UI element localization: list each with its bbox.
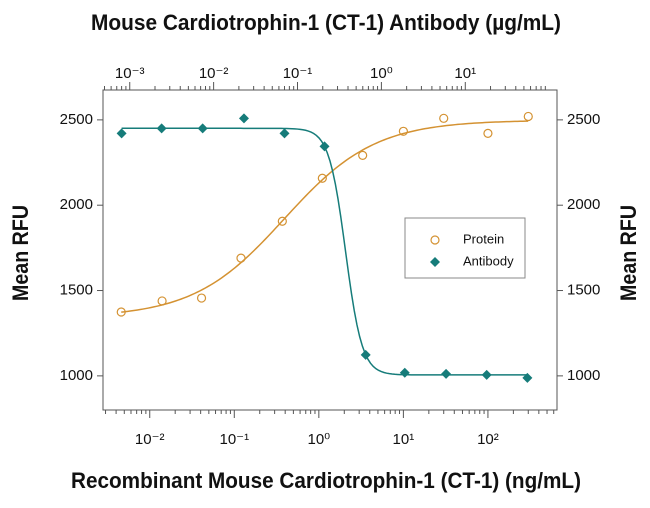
y2-tick-label: 2000 (567, 196, 600, 213)
data-point (441, 368, 452, 379)
data-point (523, 111, 533, 122)
x-axis-title: Recombinant Mouse Cardiotrophin-1 (CT-1)… (71, 468, 581, 493)
data-point (483, 128, 493, 138)
data-point (319, 141, 330, 152)
x2-tick-label: 10⁻¹ (283, 65, 313, 82)
x2-axis-title: Mouse Cardiotrophin-1 (CT-1) Antibody (µ… (91, 10, 561, 35)
y-tick-label: 2500 (60, 111, 93, 128)
data-point (360, 349, 371, 360)
y2-tick-label: 2500 (567, 111, 600, 128)
data-point (317, 173, 327, 183)
x2-tick-label: 10⁻³ (115, 65, 145, 82)
x-tick-label: 10¹ (393, 431, 415, 448)
legend-label: Antibody (463, 253, 514, 268)
data-point (116, 128, 127, 139)
x-tick-label: 10⁻¹ (219, 431, 249, 448)
x-tick-label: 10⁻² (135, 431, 165, 448)
data-point (358, 150, 368, 160)
x2-tick-label: 10⁰ (370, 65, 393, 82)
data-point (279, 128, 290, 139)
y2-tick-label: 1500 (567, 282, 600, 299)
y-axis-title: Mean RFU (8, 205, 33, 301)
data-point (522, 372, 533, 383)
legend-label: Protein (463, 231, 504, 246)
data-point (439, 113, 449, 123)
data-point (481, 369, 492, 380)
data-point (116, 307, 126, 317)
y2-axis-title: Mean RFU (616, 205, 641, 301)
data-point (238, 113, 249, 124)
y-tick-label: 2000 (60, 196, 93, 213)
legend-box (404, 217, 526, 279)
y-tick-label: 1500 (60, 282, 93, 299)
y2-tick-label: 1000 (567, 367, 600, 384)
data-point (277, 216, 287, 226)
x2-tick-label: 10¹ (454, 65, 476, 82)
legend-marker (430, 235, 440, 245)
data-point (399, 367, 410, 378)
data-point (197, 123, 208, 134)
data-point (157, 296, 167, 306)
y-tick-label: 1000 (60, 367, 93, 384)
data-point (398, 126, 408, 136)
data-point (236, 253, 246, 263)
plot-frame (102, 89, 558, 411)
x-tick-label: 10² (477, 431, 499, 448)
data-point (196, 293, 207, 303)
legend-marker (430, 257, 440, 267)
data-point (156, 123, 167, 134)
fit-curve (121, 120, 529, 313)
x-tick-label: 10⁰ (307, 431, 330, 448)
x2-tick-label: 10⁻² (199, 65, 229, 82)
